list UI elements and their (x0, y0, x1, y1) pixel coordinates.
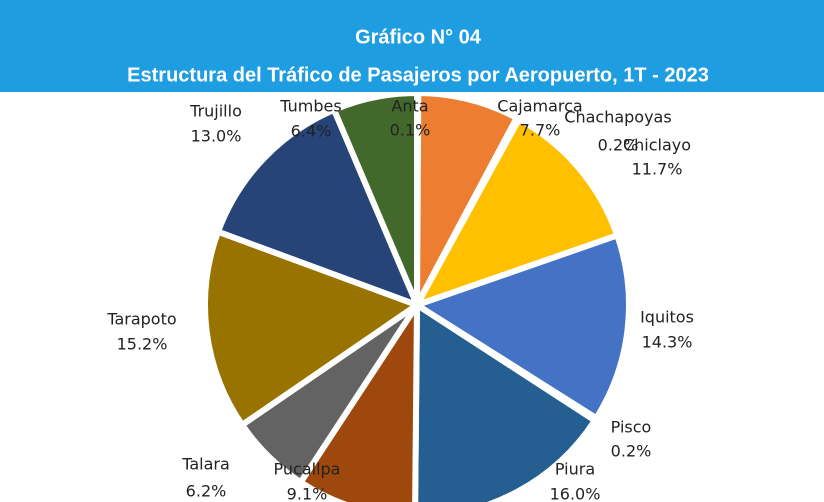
slice-name-label: Chiclayo (623, 136, 691, 155)
slice-value-label: 6.2% (186, 482, 227, 501)
slice-name-label: Talara (181, 455, 230, 474)
slice-value-label: 7.7% (520, 121, 561, 140)
slice-name-label: Pisco (611, 418, 652, 437)
slice-name-label: Cajamarca (497, 97, 582, 116)
slice-value-label: 14.3% (642, 333, 693, 352)
slice-name-label: Trujillo (189, 102, 242, 121)
slice-name-label: Iquitos (640, 308, 694, 327)
slice-value-label: 13.0% (191, 127, 242, 146)
slice-name-label: Tarapoto (106, 310, 176, 329)
chart-subtitle: Estructura del Tráfico de Pasajeros por … (127, 64, 709, 86)
slice-name-label: Piura (555, 460, 595, 479)
labels: Anta0.1%Cajamarca7.7%Chachapoyas0.2%Chic… (106, 97, 694, 502)
slice-value-label: 0.1% (390, 121, 431, 140)
slice-value-label: 0.2% (598, 136, 639, 155)
slice-value-label: 15.2% (117, 335, 168, 354)
pie-slice (410, 231, 632, 423)
pie-slice (330, 89, 420, 307)
slice-value-label: 16.0% (550, 485, 601, 502)
slice-value-label: 0.2% (611, 442, 652, 461)
pie-slice (202, 227, 424, 430)
slice-value-label: 9.1% (287, 485, 328, 502)
slice-name-label: Tumbes (279, 97, 341, 116)
slice-name-label: Pucallpa (274, 460, 341, 479)
slice-name-label: Chachapoyas (564, 108, 671, 127)
pie (202, 89, 632, 502)
pie-slice (412, 299, 599, 502)
slice-value-label: 6.4% (291, 122, 332, 141)
pie-slice (214, 105, 423, 311)
pie-slice (410, 115, 622, 311)
slice-value-label: 11.7% (632, 160, 683, 179)
slice-name-label: Anta (391, 97, 428, 116)
header-band (0, 0, 824, 92)
chart-title: Gráfico N° 04 (355, 26, 482, 48)
